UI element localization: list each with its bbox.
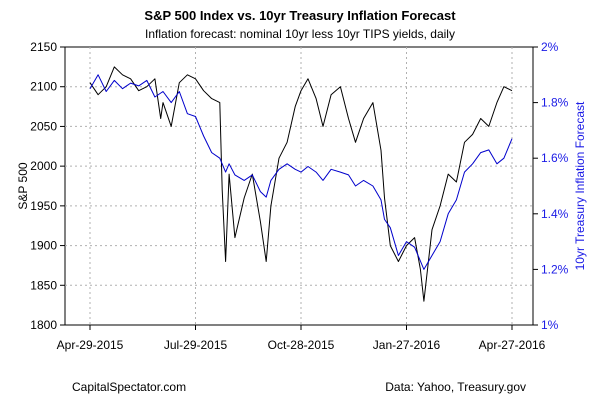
- axes: Apr-29-2015 Jul-29-2015 Oct-28-2015 Jan-27-…: [30, 40, 568, 352]
- y2-tick-label: 1.2%: [541, 262, 569, 276]
- y2-tick-label: 1.4%: [541, 207, 569, 221]
- chart-title: S&P 500 Index vs. 10yr Treasury Inflatio…: [144, 8, 456, 23]
- sp500-line: [89, 66, 513, 302]
- y2-tick-label: 1.8%: [541, 96, 569, 110]
- x-tick-label: Apr-27-2016: [479, 338, 546, 352]
- y-axis-label: S&P 500: [16, 162, 30, 209]
- y-tick-label: 1800: [30, 318, 57, 332]
- x-tick-label: Apr-29-2015: [57, 338, 124, 352]
- gridlines: [65, 47, 533, 325]
- y2-tick-label: 1%: [541, 318, 559, 332]
- x-tick-label: Jul-29-2015: [164, 338, 228, 352]
- y-tick-label: 1900: [30, 239, 57, 253]
- plot-frame: [64, 46, 534, 326]
- y2-tick-label: 2%: [541, 40, 559, 54]
- y-tick-label: 1850: [30, 278, 57, 292]
- inflation-forecast-line: [89, 74, 513, 270]
- series-lines: [89, 66, 513, 302]
- x-tick-label: Jan-27-2016: [373, 338, 441, 352]
- y-tick-label: 2050: [30, 119, 57, 133]
- y2-axis-label: 10yr Treasury Inflation Forecast: [573, 101, 587, 270]
- y-tick-label: 1950: [30, 199, 57, 213]
- footer-source-right: Data: Yahoo, Treasury.gov: [385, 380, 526, 394]
- footer-source-left: CapitalSpectator.com: [72, 380, 186, 394]
- chart-subtitle: Inflation forecast: nominal 10yr less 10…: [145, 27, 455, 41]
- x-tick-label: Oct-28-2015: [268, 338, 335, 352]
- y-tick-label: 2100: [30, 80, 57, 94]
- y2-tick-label: 1.6%: [541, 151, 569, 165]
- y-tick-label: 2150: [30, 40, 57, 54]
- y-tick-label: 2000: [30, 159, 57, 173]
